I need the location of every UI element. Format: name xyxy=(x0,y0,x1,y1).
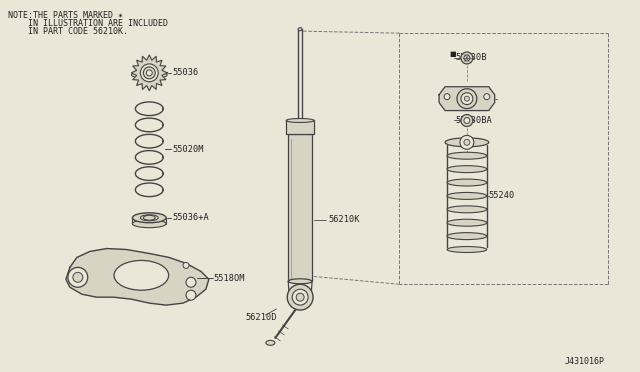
Ellipse shape xyxy=(447,192,487,199)
Ellipse shape xyxy=(114,260,168,290)
Circle shape xyxy=(457,89,477,109)
Ellipse shape xyxy=(132,213,166,223)
Ellipse shape xyxy=(131,71,167,79)
Text: 55036: 55036 xyxy=(172,68,198,77)
Circle shape xyxy=(464,55,470,61)
Polygon shape xyxy=(66,248,209,305)
Ellipse shape xyxy=(266,340,275,345)
Circle shape xyxy=(484,94,490,100)
Circle shape xyxy=(464,140,470,145)
Circle shape xyxy=(296,293,304,301)
Circle shape xyxy=(186,277,196,287)
Ellipse shape xyxy=(445,138,489,147)
Ellipse shape xyxy=(447,219,487,226)
Ellipse shape xyxy=(447,152,487,159)
Circle shape xyxy=(68,267,88,287)
Circle shape xyxy=(464,118,470,124)
Circle shape xyxy=(186,290,196,300)
Polygon shape xyxy=(439,87,495,110)
Circle shape xyxy=(461,115,473,126)
Text: 5518OM: 5518OM xyxy=(214,274,245,283)
Text: 55320N: 55320N xyxy=(455,94,486,103)
Text: ■: ■ xyxy=(449,51,456,57)
Ellipse shape xyxy=(132,220,166,228)
Ellipse shape xyxy=(298,28,302,31)
Circle shape xyxy=(73,272,83,282)
Ellipse shape xyxy=(447,206,487,213)
Bar xyxy=(288,134,312,281)
Ellipse shape xyxy=(447,247,487,253)
Ellipse shape xyxy=(447,139,487,146)
Text: NOTE:THE PARTS MARKED ✶: NOTE:THE PARTS MARKED ✶ xyxy=(8,11,124,20)
Circle shape xyxy=(143,67,156,79)
Circle shape xyxy=(292,289,308,305)
Circle shape xyxy=(460,135,474,149)
Circle shape xyxy=(461,93,473,105)
Text: 55240: 55240 xyxy=(489,192,515,201)
Text: 55030B: 55030B xyxy=(455,54,486,62)
Circle shape xyxy=(140,64,158,82)
Text: 55020M: 55020M xyxy=(172,145,204,154)
Text: 56210K: 56210K xyxy=(328,215,360,224)
Ellipse shape xyxy=(447,179,487,186)
Ellipse shape xyxy=(447,166,487,173)
Text: IN ILLUSTRATION ARE INCLUDED: IN ILLUSTRATION ARE INCLUDED xyxy=(8,19,168,28)
Text: 55036+A: 55036+A xyxy=(172,213,209,222)
Bar xyxy=(286,121,314,134)
Ellipse shape xyxy=(288,279,312,284)
Circle shape xyxy=(183,262,189,268)
Text: 56210D: 56210D xyxy=(246,312,277,321)
Circle shape xyxy=(465,96,469,101)
Ellipse shape xyxy=(286,119,314,122)
Circle shape xyxy=(287,284,313,310)
Text: IN PART CODE 56210K.: IN PART CODE 56210K. xyxy=(8,27,129,36)
Ellipse shape xyxy=(140,215,158,221)
Text: J431016P: J431016P xyxy=(565,357,605,366)
Polygon shape xyxy=(131,55,167,91)
Text: 55030BA: 55030BA xyxy=(455,116,492,125)
Ellipse shape xyxy=(143,215,156,220)
Circle shape xyxy=(461,52,473,64)
Circle shape xyxy=(444,94,450,100)
Ellipse shape xyxy=(447,232,487,240)
Circle shape xyxy=(147,70,152,76)
